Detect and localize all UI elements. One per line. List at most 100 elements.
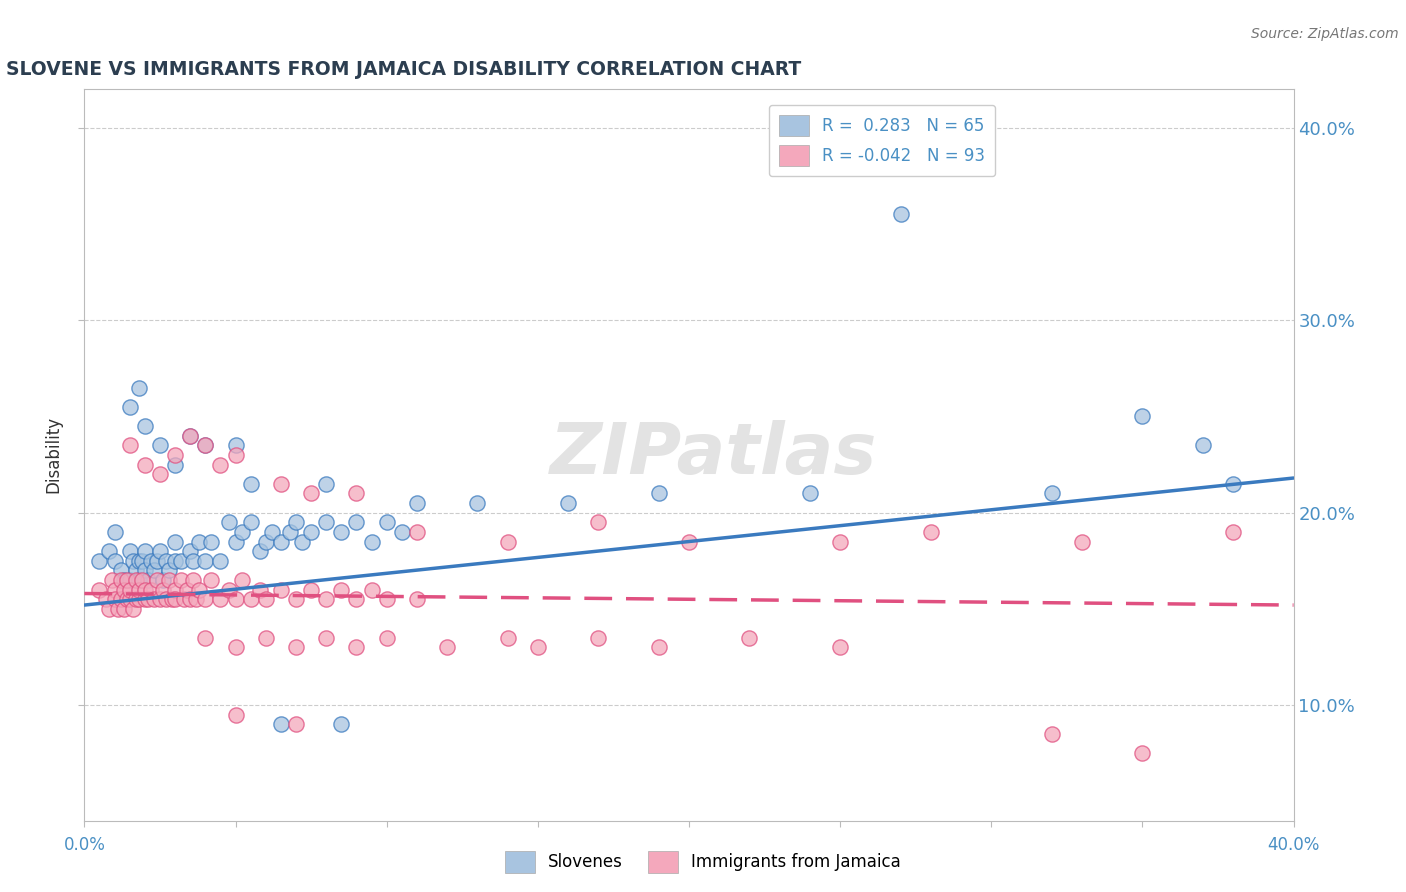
Point (118, 400, 141, 414)
Point (107, 602, 129, 616)
Point (134, 563, 156, 577)
Point (104, 582, 127, 597)
Point (188, 582, 211, 597)
Point (104, 592, 127, 607)
Point (830, 640, 852, 655)
Point (131, 573, 153, 587)
Point (118, 544, 141, 558)
Point (254, 592, 277, 607)
Point (496, 631, 519, 645)
Point (112, 602, 135, 616)
Point (121, 602, 143, 616)
Point (225, 534, 247, 549)
Point (738, 631, 761, 645)
Text: 0.0%: 0.0% (63, 836, 105, 854)
Point (157, 573, 180, 587)
Point (134, 544, 156, 558)
Point (285, 592, 308, 607)
Point (315, 631, 337, 645)
Point (142, 592, 165, 607)
Point (1040, 486, 1063, 500)
Point (291, 534, 314, 549)
Point (128, 573, 150, 587)
Point (346, 486, 368, 500)
Point (436, 640, 458, 655)
Point (112, 573, 135, 587)
Point (1222, 524, 1244, 539)
Point (128, 592, 150, 607)
Point (104, 554, 127, 568)
Point (170, 554, 193, 568)
Point (285, 640, 308, 655)
Point (134, 592, 156, 607)
Point (249, 582, 271, 597)
Point (134, 582, 156, 597)
Point (1130, 746, 1153, 760)
Text: 40.0%: 40.0% (1267, 836, 1320, 854)
Point (1222, 476, 1244, 491)
Point (146, 573, 169, 587)
Point (176, 582, 198, 597)
Point (225, 448, 247, 462)
Point (134, 419, 156, 434)
Point (155, 592, 177, 607)
Point (152, 573, 174, 587)
Point (125, 563, 148, 577)
Point (231, 524, 253, 539)
Point (260, 524, 283, 539)
Point (157, 563, 180, 577)
Point (110, 573, 132, 587)
Point (648, 486, 671, 500)
Point (270, 717, 292, 731)
Point (830, 534, 852, 549)
Point (375, 516, 398, 530)
Point (179, 544, 201, 558)
Point (1071, 534, 1094, 549)
Point (920, 524, 942, 539)
Point (299, 486, 322, 500)
Point (165, 554, 187, 568)
Point (330, 717, 353, 731)
Point (200, 534, 222, 549)
Point (1192, 438, 1215, 452)
Point (330, 524, 353, 539)
Point (315, 476, 337, 491)
Point (270, 582, 292, 597)
Point (131, 554, 153, 568)
Point (209, 554, 232, 568)
Point (299, 582, 322, 597)
Point (128, 554, 150, 568)
Legend: R =  0.283   N = 65, R = -0.042   N = 93: R = 0.283 N = 65, R = -0.042 N = 93 (769, 105, 995, 176)
Point (209, 458, 232, 472)
Point (165, 448, 187, 462)
Point (270, 534, 292, 549)
Point (136, 573, 159, 587)
Point (406, 592, 429, 607)
Point (200, 573, 222, 587)
Point (134, 458, 156, 472)
Point (249, 544, 271, 558)
Point (890, 207, 912, 221)
Point (139, 554, 162, 568)
Point (188, 534, 211, 549)
Text: ZIPatlas: ZIPatlas (550, 420, 877, 490)
Point (118, 592, 141, 607)
Point (648, 640, 671, 655)
Point (165, 534, 187, 549)
Point (118, 582, 141, 597)
Point (225, 592, 247, 607)
Point (110, 563, 132, 577)
Point (467, 496, 489, 510)
Point (181, 554, 204, 568)
Point (89, 554, 111, 568)
Point (110, 592, 132, 607)
Point (496, 534, 519, 549)
Point (588, 516, 610, 530)
Point (128, 582, 150, 597)
Point (125, 592, 148, 607)
Point (346, 516, 368, 530)
Point (375, 631, 398, 645)
Point (678, 534, 700, 549)
Point (254, 534, 277, 549)
Point (239, 476, 262, 491)
